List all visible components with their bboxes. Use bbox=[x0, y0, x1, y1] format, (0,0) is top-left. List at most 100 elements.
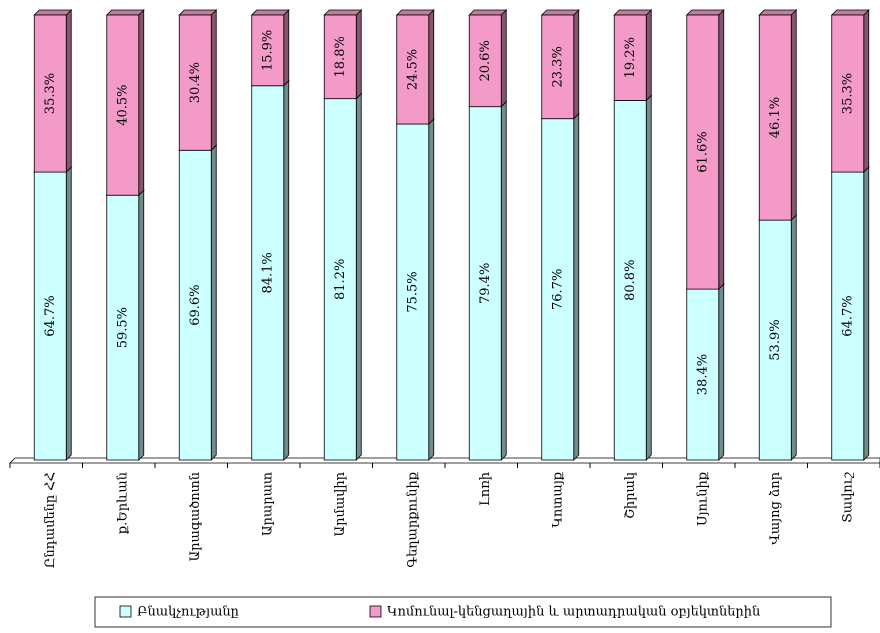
value-label: 64.7% bbox=[840, 295, 855, 336]
bar-side bbox=[573, 112, 580, 461]
value-label: 18.8% bbox=[333, 36, 348, 77]
legend-label: Կոմունալ-կենցաղային և արտադրական օբյեկտն… bbox=[387, 605, 760, 620]
bar bbox=[831, 14, 865, 173]
bar-side bbox=[283, 9, 290, 87]
bar bbox=[396, 123, 430, 461]
bar bbox=[468, 106, 502, 461]
x-tick-label: Արագածոտն bbox=[188, 472, 203, 561]
value-label: 75.5% bbox=[405, 271, 420, 312]
bar-side bbox=[863, 9, 870, 174]
x-tick-label: Տավուշ bbox=[840, 472, 855, 523]
bar bbox=[758, 14, 792, 221]
bar bbox=[178, 149, 212, 461]
bar-side bbox=[645, 94, 652, 461]
value-label: 30.4% bbox=[188, 62, 203, 103]
bar-side bbox=[645, 9, 652, 102]
bar bbox=[106, 194, 140, 461]
bar bbox=[251, 85, 285, 461]
bar bbox=[33, 171, 67, 461]
value-label: 64.7% bbox=[43, 295, 58, 336]
legend-box bbox=[94, 596, 832, 628]
value-label: 69.6% bbox=[188, 284, 203, 325]
bar-side bbox=[790, 9, 797, 222]
x-tick-label: Արմավիր bbox=[333, 471, 348, 536]
value-label: 53.9% bbox=[768, 319, 783, 360]
value-label: 24.5% bbox=[405, 49, 420, 90]
bar-top bbox=[685, 9, 725, 16]
bar-top bbox=[758, 9, 798, 16]
bar-top bbox=[105, 9, 145, 16]
bar-side bbox=[573, 9, 580, 120]
bar bbox=[323, 14, 357, 100]
bar-top bbox=[830, 9, 870, 16]
bar-side bbox=[428, 118, 435, 461]
bar bbox=[396, 14, 430, 125]
value-label: 76.7% bbox=[550, 269, 565, 310]
bar bbox=[178, 14, 212, 151]
x-tick-label: Շիրակ bbox=[623, 472, 638, 519]
value-label: 80.8% bbox=[623, 260, 638, 301]
bar bbox=[613, 14, 647, 101]
bar bbox=[613, 100, 647, 461]
bar-top bbox=[395, 9, 435, 16]
value-label: 23.3% bbox=[550, 46, 565, 87]
value-label: 40.5% bbox=[115, 84, 130, 125]
bar bbox=[106, 14, 140, 196]
bar-top bbox=[33, 9, 73, 16]
bar-side bbox=[138, 9, 145, 197]
x-tick-label: Գեղարքունիք bbox=[405, 471, 420, 567]
bar bbox=[323, 98, 357, 461]
bar-side bbox=[718, 283, 725, 461]
value-label: 20.6% bbox=[478, 40, 493, 81]
bar-side bbox=[283, 79, 290, 461]
bar-side bbox=[355, 92, 362, 461]
value-label: 79.4% bbox=[478, 263, 493, 304]
value-label: 84.1% bbox=[260, 252, 275, 293]
x-tick-label: Լոռի bbox=[478, 472, 493, 506]
bar-top bbox=[178, 9, 218, 16]
bar bbox=[33, 14, 67, 173]
value-label: 81.2% bbox=[333, 259, 348, 300]
bar-side bbox=[718, 9, 725, 291]
bar bbox=[541, 118, 575, 461]
x-tick-label: Կոտայք bbox=[550, 471, 565, 527]
bar-side bbox=[500, 9, 507, 108]
value-label: 38.4% bbox=[695, 354, 710, 395]
value-label: 61.6% bbox=[695, 131, 710, 172]
bar-side bbox=[138, 189, 145, 461]
value-label: 15.9% bbox=[260, 30, 275, 71]
bar bbox=[758, 219, 792, 461]
x-tick-label: ք.Երևան bbox=[115, 472, 130, 534]
bar-top bbox=[250, 9, 290, 16]
value-label: 35.3% bbox=[43, 73, 58, 114]
bar bbox=[686, 288, 720, 461]
bar-top bbox=[613, 9, 653, 16]
bar-top bbox=[468, 9, 508, 16]
value-label: 46.1% bbox=[768, 97, 783, 138]
legend-label: Բնակչությանը bbox=[137, 605, 239, 620]
bar-side bbox=[428, 9, 435, 125]
bar bbox=[831, 171, 865, 461]
bar-side bbox=[65, 166, 72, 461]
bar-side bbox=[210, 144, 217, 461]
bar bbox=[686, 14, 720, 290]
bar-side bbox=[210, 9, 217, 152]
bar bbox=[468, 14, 502, 108]
value-label: 19.2% bbox=[623, 37, 638, 78]
legend-swatch bbox=[369, 605, 382, 618]
bar bbox=[251, 14, 285, 87]
bar-top bbox=[323, 9, 363, 16]
x-tick-label: Սյունիք bbox=[695, 471, 710, 526]
bar-side bbox=[65, 9, 72, 174]
value-label: 59.5% bbox=[115, 307, 130, 348]
x-tick-label: Արարատ bbox=[260, 472, 275, 536]
bar-side bbox=[790, 214, 797, 461]
x-tick-label: Ընդամենը ՀՀ bbox=[43, 472, 58, 568]
bar-top bbox=[540, 9, 580, 16]
value-label: 35.3% bbox=[840, 73, 855, 114]
bar-side bbox=[500, 100, 507, 461]
bar-side bbox=[863, 166, 870, 461]
legend-swatch bbox=[119, 605, 132, 618]
x-tick-label: Վայոց ձոր bbox=[768, 471, 783, 544]
